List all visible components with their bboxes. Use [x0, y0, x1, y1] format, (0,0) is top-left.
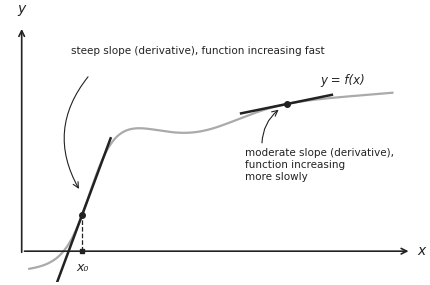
- Text: y: y: [18, 3, 26, 17]
- Text: x₀: x₀: [76, 261, 88, 274]
- Text: x: x: [416, 244, 424, 258]
- Text: steep slope (derivative), function increasing fast: steep slope (derivative), function incre…: [71, 46, 324, 56]
- Text: y = f(x): y = f(x): [320, 74, 365, 87]
- Text: moderate slope (derivative),
function increasing
more slowly: moderate slope (derivative), function in…: [244, 148, 393, 182]
